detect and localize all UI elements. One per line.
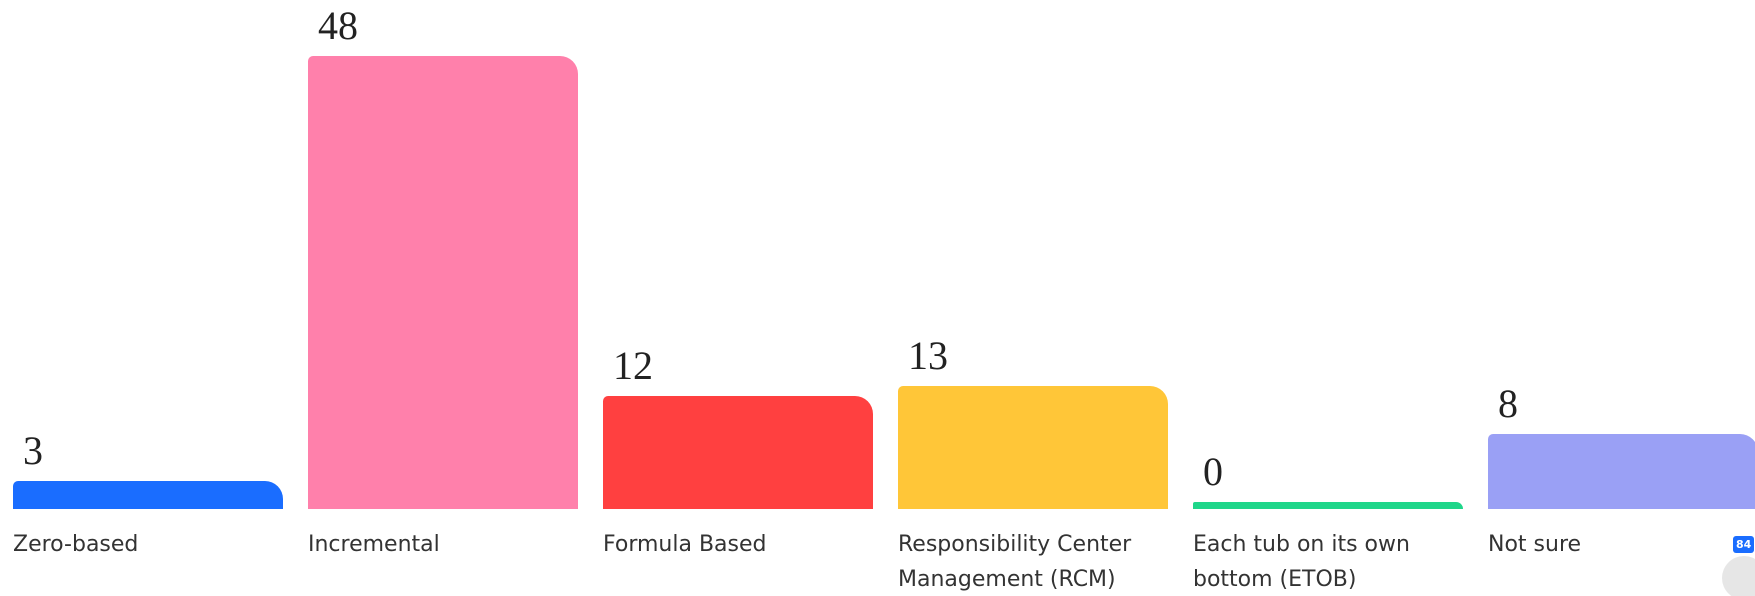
bar bbox=[1488, 433, 1755, 509]
badge: 84 bbox=[1733, 536, 1755, 553]
bar bbox=[308, 56, 578, 509]
category-label: Zero-based bbox=[13, 532, 139, 557]
bar bbox=[898, 386, 1168, 509]
category-label: Not sure bbox=[1488, 532, 1582, 557]
bar bbox=[603, 395, 873, 509]
value-label: 12 bbox=[613, 342, 653, 388]
bar bbox=[13, 480, 283, 509]
value-label: 3 bbox=[23, 427, 43, 473]
category-label: Formula Based bbox=[603, 532, 767, 557]
avatar-icon bbox=[1722, 556, 1755, 596]
bar bbox=[1193, 502, 1463, 509]
value-label: 0 bbox=[1203, 449, 1223, 494]
category-label: Responsibility Center Management (RCM) bbox=[898, 532, 1132, 592]
value-label: 8 bbox=[1498, 380, 1518, 426]
value-label: 13 bbox=[908, 333, 948, 379]
value-label: 48 bbox=[318, 3, 358, 48]
category-label: Each tub on its own bottom (ETOB) bbox=[1193, 532, 1410, 592]
category-label: Incremental bbox=[308, 532, 440, 557]
